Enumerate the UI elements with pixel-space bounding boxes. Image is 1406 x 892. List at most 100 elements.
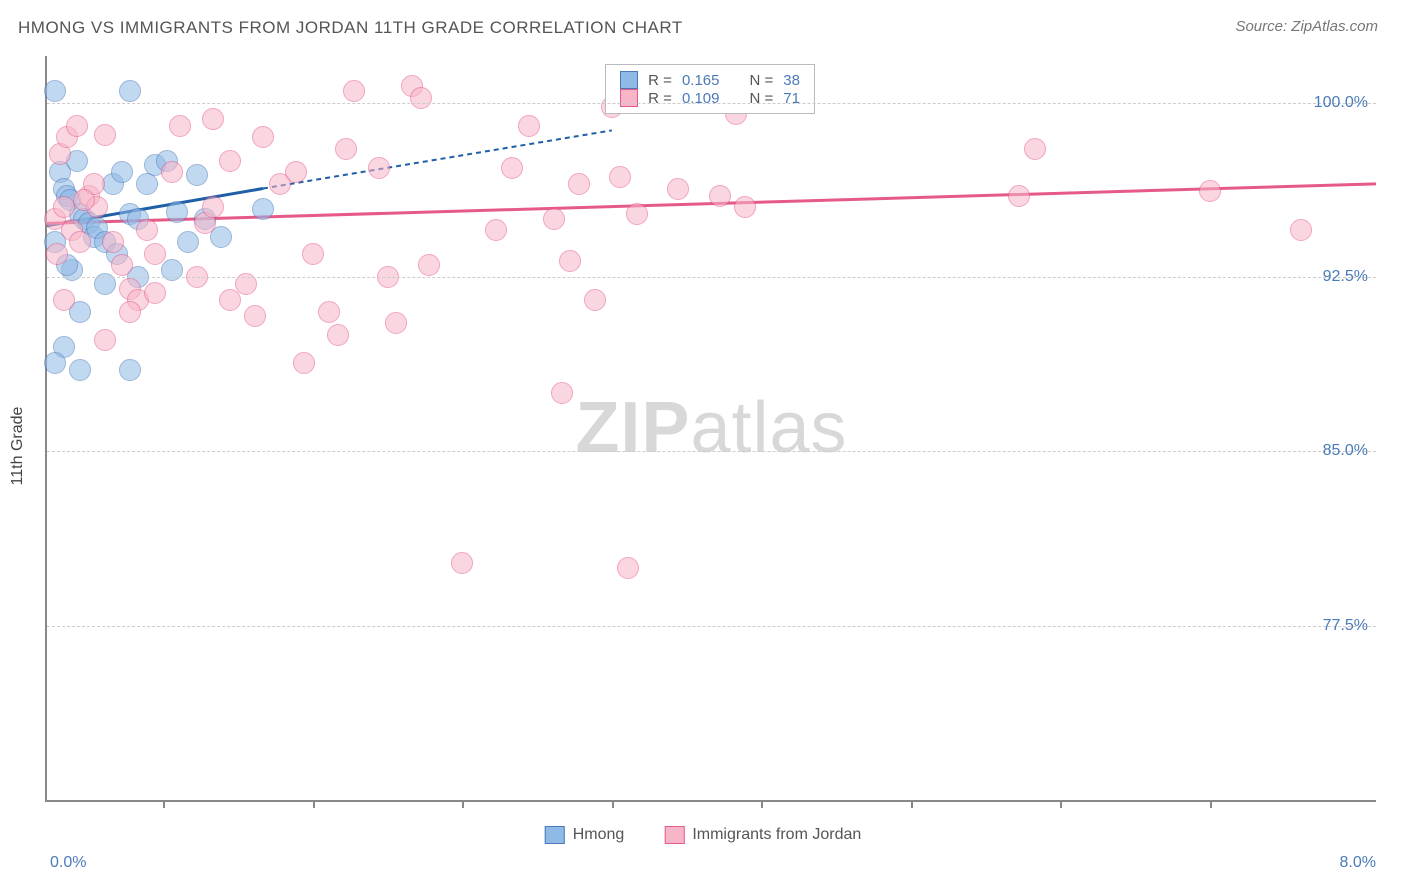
n-label-a: N = — [749, 72, 773, 89]
x-tick — [313, 800, 315, 808]
x-tick — [462, 800, 464, 808]
x-axis-max-label: 8.0% — [1340, 854, 1376, 872]
data-point — [144, 282, 166, 304]
data-point — [202, 108, 224, 130]
data-point — [252, 198, 274, 220]
bottom-legend-a: Hmong — [545, 826, 625, 844]
plot-inner — [47, 56, 1376, 800]
data-point — [219, 150, 241, 172]
data-point — [119, 359, 141, 381]
gridline — [47, 451, 1376, 452]
data-point — [343, 80, 365, 102]
data-point — [169, 115, 191, 137]
data-point — [53, 289, 75, 311]
x-tick — [163, 800, 165, 808]
data-point — [102, 231, 124, 253]
data-point — [543, 208, 565, 230]
data-point — [293, 352, 315, 374]
legend-swatch-a — [620, 71, 638, 89]
data-point — [44, 80, 66, 102]
data-point — [136, 219, 158, 241]
data-point — [66, 115, 88, 137]
r-label-a: R = — [648, 72, 672, 89]
data-point — [111, 254, 133, 276]
data-point — [617, 557, 639, 579]
data-point — [584, 289, 606, 311]
x-tick — [761, 800, 763, 808]
bottom-label-b: Immigrants from Jordan — [692, 826, 861, 844]
data-point — [551, 382, 573, 404]
x-tick — [1210, 800, 1212, 808]
x-tick — [911, 800, 913, 808]
data-point — [1024, 138, 1046, 160]
data-point — [734, 196, 756, 218]
data-point — [559, 250, 581, 272]
legend-swatch-b — [620, 89, 638, 107]
r-value-a: 0.165 — [682, 72, 720, 89]
data-point — [1199, 180, 1221, 202]
data-point — [144, 243, 166, 265]
bottom-legend: Hmong Immigrants from Jordan — [545, 826, 862, 844]
trend-line — [263, 130, 612, 188]
data-point — [501, 157, 523, 179]
data-point — [202, 196, 224, 218]
y-tick-label: 85.0% — [1323, 442, 1368, 460]
data-point — [285, 161, 307, 183]
data-point — [410, 87, 432, 109]
data-point — [568, 173, 590, 195]
chart-title: HMONG VS IMMIGRANTS FROM JORDAN 11TH GRA… — [18, 18, 683, 38]
data-point — [69, 359, 91, 381]
x-tick — [612, 800, 614, 808]
data-point — [518, 115, 540, 137]
data-point — [119, 80, 141, 102]
source-attribution: Source: ZipAtlas.com — [1235, 18, 1378, 35]
y-tick-label: 77.5% — [1323, 617, 1368, 635]
x-tick — [1060, 800, 1062, 808]
bottom-legend-b: Immigrants from Jordan — [664, 826, 861, 844]
data-point — [177, 231, 199, 253]
plot-area: ZIPatlas R = 0.165 N = 38 R = 0.109 N = … — [45, 56, 1376, 802]
y-tick-label: 100.0% — [1314, 94, 1368, 112]
chart-container: HMONG VS IMMIGRANTS FROM JORDAN 11TH GRA… — [0, 0, 1406, 892]
data-point — [46, 243, 68, 265]
gridline — [47, 626, 1376, 627]
data-point — [609, 166, 631, 188]
data-point — [485, 219, 507, 241]
data-point — [667, 178, 689, 200]
y-axis-title: 11th Grade — [9, 407, 27, 486]
correlation-legend: R = 0.165 N = 38 R = 0.109 N = 71 — [605, 64, 815, 114]
data-point — [166, 201, 188, 223]
bottom-label-a: Hmong — [573, 826, 625, 844]
data-point — [44, 352, 66, 374]
data-point — [94, 124, 116, 146]
r-label-b: R = — [648, 90, 672, 107]
gridline — [47, 277, 1376, 278]
legend-row-a: R = 0.165 N = 38 — [620, 71, 800, 89]
data-point — [318, 301, 340, 323]
data-point — [385, 312, 407, 334]
data-point — [1008, 185, 1030, 207]
data-point — [244, 305, 266, 327]
data-point — [418, 254, 440, 276]
data-point — [119, 301, 141, 323]
y-tick-label: 92.5% — [1323, 268, 1368, 286]
data-point — [335, 138, 357, 160]
x-axis-min-label: 0.0% — [50, 854, 86, 872]
data-point — [94, 329, 116, 351]
data-point — [626, 203, 648, 225]
gridline — [47, 103, 1376, 104]
n-label-b: N = — [749, 90, 773, 107]
data-point — [111, 161, 133, 183]
data-point — [709, 185, 731, 207]
data-point — [451, 552, 473, 574]
data-point — [219, 289, 241, 311]
bottom-swatch-a — [545, 826, 565, 844]
data-point — [73, 189, 95, 211]
data-point — [327, 324, 349, 346]
data-point — [186, 164, 208, 186]
n-value-b: 71 — [783, 90, 800, 107]
data-point — [368, 157, 390, 179]
n-value-a: 38 — [783, 72, 800, 89]
data-point — [69, 231, 91, 253]
data-point — [302, 243, 324, 265]
